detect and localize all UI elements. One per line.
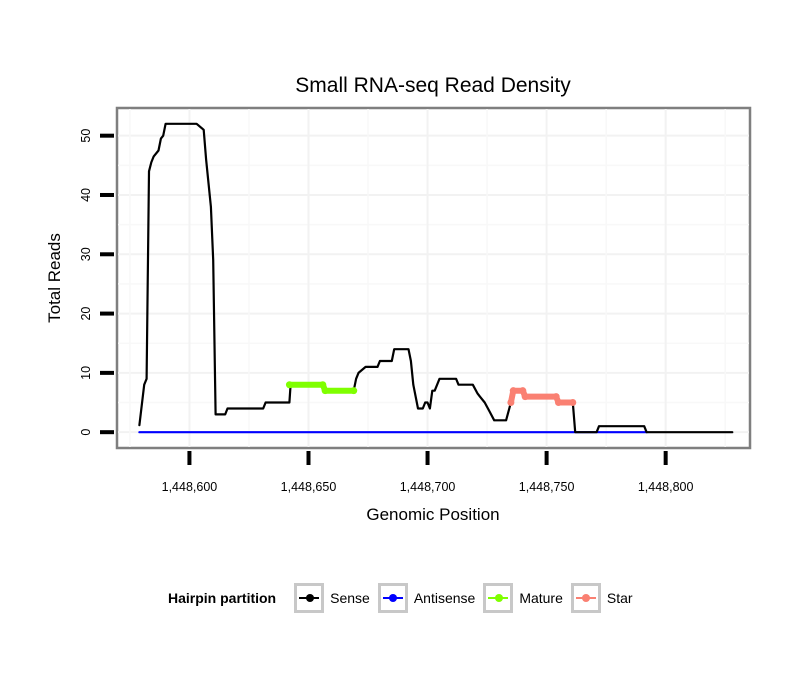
data-point-star xyxy=(519,387,527,395)
data-point-mature xyxy=(285,381,293,389)
y-tick-label: 40 xyxy=(79,188,93,202)
data-point-mature xyxy=(350,387,358,395)
legend-label-star: Star xyxy=(606,590,633,606)
data-point-mature xyxy=(321,387,329,395)
data-point-star xyxy=(555,399,563,407)
x-tick-label: 1,448,750 xyxy=(519,480,575,494)
y-tick-label: 10 xyxy=(79,366,93,380)
legend-label-antisense: Antisense xyxy=(413,590,476,606)
legend-key-sense xyxy=(294,583,325,613)
legend-point-sense xyxy=(305,593,314,602)
series-marks xyxy=(138,122,734,434)
x-tick-label: 1,448,700 xyxy=(400,480,456,494)
legend-point-antisense xyxy=(389,593,398,602)
y-tick-label: 20 xyxy=(79,307,93,321)
grid xyxy=(118,109,749,447)
panel-border xyxy=(115,106,752,450)
x-tick-label: 1,448,650 xyxy=(281,480,337,494)
data-point-star xyxy=(509,387,517,395)
legend-point-star xyxy=(582,593,591,602)
data-point-star xyxy=(552,393,560,401)
x-axis: 1,448,600 1,448,650 1,448,700 1,448,750 1,44… xyxy=(162,451,694,494)
series-line-sense xyxy=(352,348,512,422)
legend-key-mature xyxy=(483,583,514,613)
plot-panel xyxy=(115,106,752,450)
legend-label-mature: Mature xyxy=(519,590,563,606)
series-line-sense xyxy=(138,122,292,427)
data-point-mature xyxy=(319,381,327,389)
data-point-star xyxy=(521,393,529,401)
legend-key-star xyxy=(570,583,601,613)
legend-title: Hairpin partition xyxy=(168,590,277,606)
y-tick-label: 0 xyxy=(79,429,93,436)
y-tick-label: 50 xyxy=(79,129,93,143)
legend-point-mature xyxy=(494,593,503,602)
x-axis-title: Genomic Position xyxy=(366,505,499,524)
x-tick-label: 1,448,600 xyxy=(162,480,218,494)
y-axis: 0 10 20 30 40 50 xyxy=(79,129,114,436)
y-axis-title: Total Reads xyxy=(45,233,64,323)
y-tick-label: 30 xyxy=(79,247,93,261)
x-tick-label: 1,448,800 xyxy=(638,480,694,494)
legend: Hairpin partition Sense Antisense Mature… xyxy=(168,580,641,616)
legend-key-antisense xyxy=(377,583,408,613)
data-point-star xyxy=(507,399,515,407)
legend-label-sense: Sense xyxy=(330,590,370,606)
data-point-star xyxy=(569,399,577,407)
chart-title: Small RNA-seq Read Density xyxy=(295,74,571,97)
series-line-sense xyxy=(571,401,734,434)
